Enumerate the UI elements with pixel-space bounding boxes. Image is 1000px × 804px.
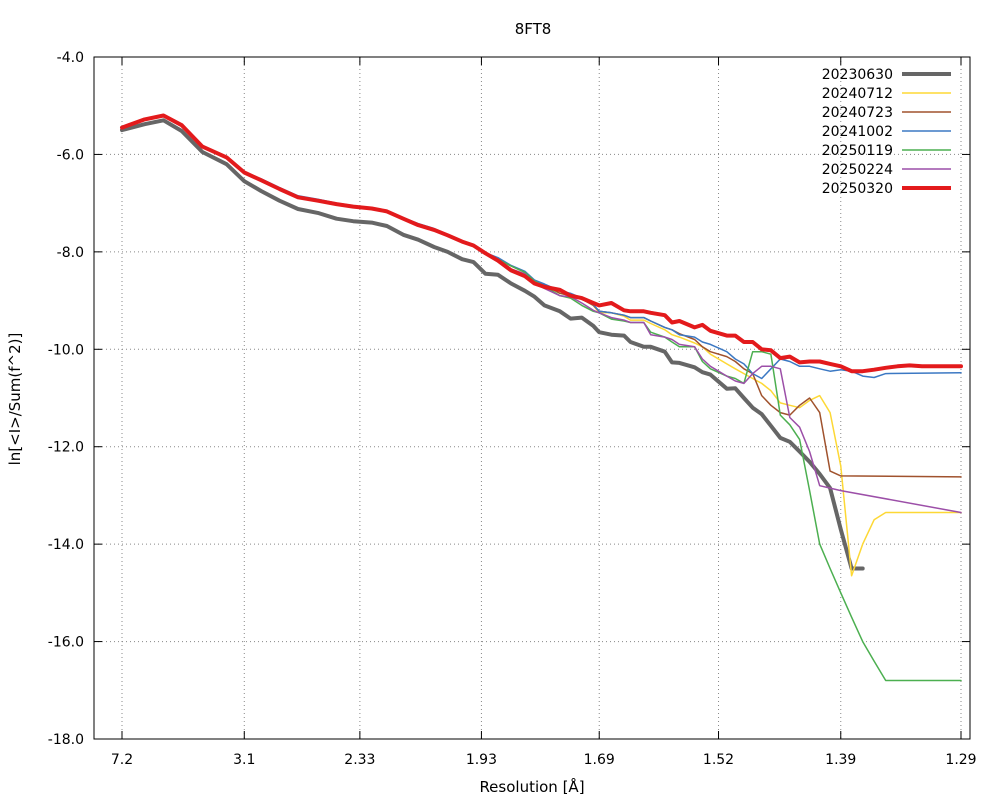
x-tick-label: 1.69 xyxy=(584,752,615,768)
y-tick-label: -8.0 xyxy=(57,245,84,261)
x-tick-label: 3.1 xyxy=(233,752,255,768)
legend-label-20250119: 20250119 xyxy=(822,143,893,159)
x-tick-label: 1.93 xyxy=(466,752,497,768)
x-tick-label: 2.33 xyxy=(344,752,375,768)
y-tick-label: -14.0 xyxy=(48,537,84,553)
x-tick-label: 1.52 xyxy=(703,752,734,768)
series-line-20230630 xyxy=(120,118,865,571)
legend-label-20230630: 20230630 xyxy=(822,67,893,83)
x-axis-label: Resolution [Å] xyxy=(479,777,584,796)
legend-label-20240712: 20240712 xyxy=(822,86,893,102)
x-tick-label: 7.2 xyxy=(111,752,133,768)
legend-label-20250224: 20250224 xyxy=(822,162,893,178)
y-tick-label: -12.0 xyxy=(48,440,84,456)
x-tick-label: 1.29 xyxy=(945,752,976,768)
y-tick-label: -4.0 xyxy=(57,50,84,66)
y-tick-label: -10.0 xyxy=(48,342,84,358)
legend-label-20250320: 20250320 xyxy=(822,181,893,197)
y-tick-label: -16.0 xyxy=(48,635,84,651)
y-tick-label: -6.0 xyxy=(57,147,84,163)
chart-title: 8FT8 xyxy=(515,20,552,38)
y-tick-label: -18.0 xyxy=(48,732,84,748)
legend-label-20241002: 20241002 xyxy=(822,124,893,140)
x-tick-label: 1.39 xyxy=(825,752,856,768)
series-line-20250320 xyxy=(120,113,963,374)
y-axis-label: ln[<I>/Sum(f^2)] xyxy=(6,333,24,466)
legend-label-20240723: 20240723 xyxy=(822,105,893,121)
plot-frame xyxy=(93,56,971,740)
